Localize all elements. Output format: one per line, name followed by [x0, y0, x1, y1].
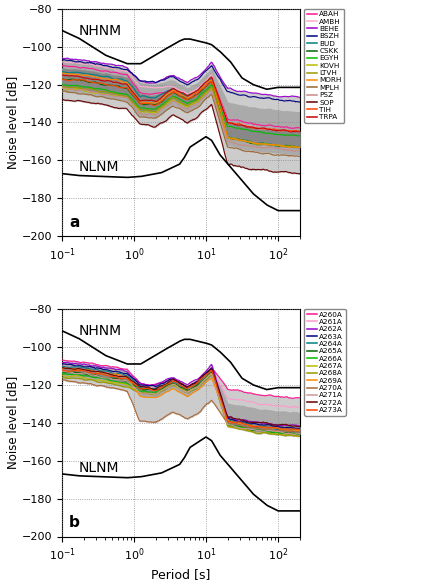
Legend: A260A, A261A, A262A, A263A, A264A, A265A, A266A, A267A, A268A, A269A, A270A, A27: A260A, A261A, A262A, A263A, A264A, A265A… — [304, 309, 345, 416]
Text: NLNM: NLNM — [79, 160, 119, 175]
X-axis label: Period [s]: Period [s] — [151, 568, 211, 580]
Legend: ABAH, AMBH, BEHE, BSZH, BUD, CSKK, EGYH, KOVH, LTVH, MORH, MPLH, PSZ, SOP, TIH, : ABAH, AMBH, BEHE, BSZH, BUD, CSKK, EGYH,… — [304, 9, 344, 123]
Text: NHNM: NHNM — [79, 24, 122, 38]
Text: NHNM: NHNM — [79, 324, 122, 338]
Text: b: b — [69, 516, 80, 530]
Y-axis label: Noise level [dB]: Noise level [dB] — [6, 376, 19, 469]
Text: NLNM: NLNM — [79, 461, 119, 474]
Text: a: a — [69, 215, 80, 230]
Y-axis label: Noise level [dB]: Noise level [dB] — [6, 76, 19, 169]
